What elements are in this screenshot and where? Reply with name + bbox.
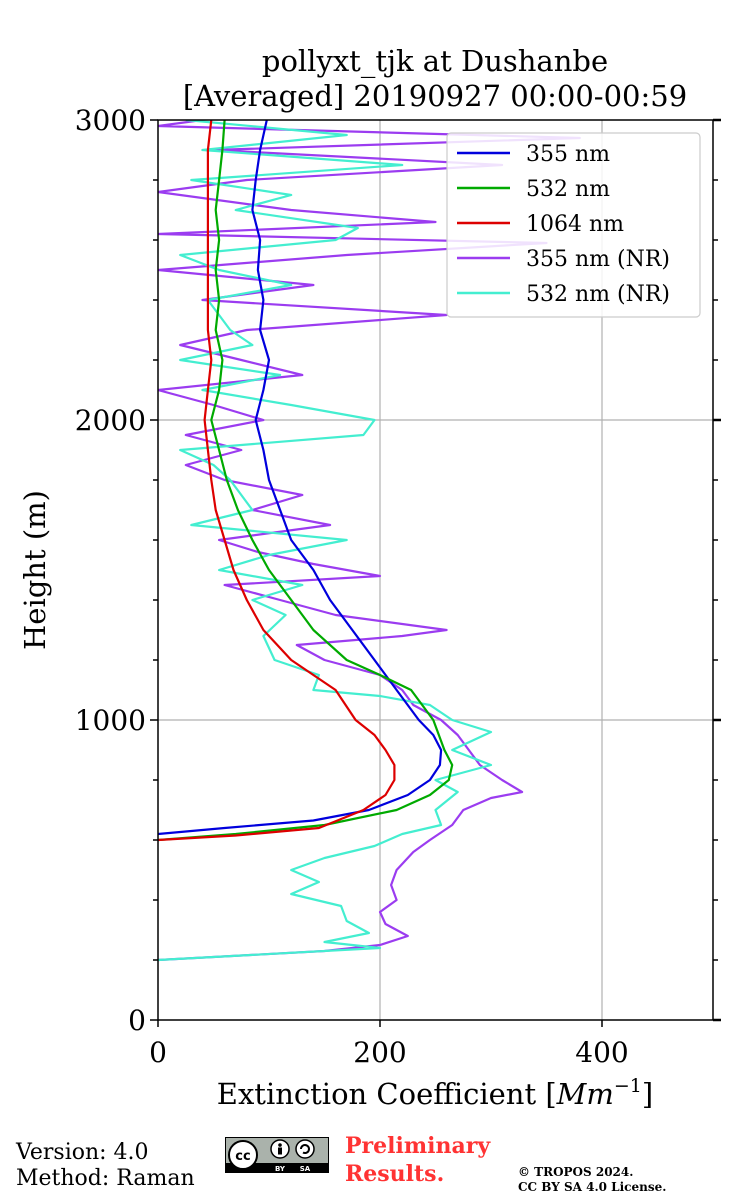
- legend-label-1064-nm: 1064 nm: [526, 212, 624, 237]
- y-tick-label-3000: 3000: [75, 104, 146, 137]
- legend-label-355-nm: 355 nm: [526, 142, 610, 167]
- axis-ticks: [150, 118, 721, 1027]
- legend: 355 nm 532 nm 1064 nm 355 nm (NR) 532 nm (NR…: [446, 132, 701, 318]
- copyright-line-2: CC BY SA 4.0 License.: [518, 1180, 667, 1194]
- preliminary-notice: Preliminary Results.: [345, 1132, 490, 1188]
- series-line-532-nm-nr-: [158, 120, 493, 962]
- svg-text:cc: cc: [235, 1149, 250, 1164]
- version-text: Version: 4.0: [16, 1140, 149, 1165]
- tick-labels: 0 200 400 0 1000 2000 3000: [75, 104, 629, 1069]
- x-tick-label-400: 400: [575, 1036, 628, 1069]
- y-axis-label: Height (m): [18, 490, 52, 650]
- y-tick-label-0: 0: [128, 1004, 146, 1037]
- series-line-1064-nm: [158, 120, 396, 842]
- footer-version-method: Version: 4.0 Method: Raman: [16, 1140, 195, 1192]
- cc-license-badge-icon: cc BY SA: [225, 1137, 329, 1173]
- copyright-line-1: © TROPOS 2024.: [518, 1165, 634, 1179]
- plot-frame: [157, 119, 714, 1021]
- x-tick-label-0: 0: [149, 1036, 167, 1069]
- y-tick-label-1000: 1000: [75, 704, 146, 737]
- x-tick-label-200: 200: [353, 1036, 406, 1069]
- series-line-355-nm: [158, 120, 443, 836]
- y-tick-label-2000: 2000: [75, 404, 146, 437]
- legend-label-355-nm-nr-: 355 nm (NR): [526, 247, 670, 272]
- series-line-532-nm: [158, 120, 454, 842]
- x-axis-label: Extinction Coefficient [Mm−1]: [217, 1075, 653, 1111]
- series-lines: [158, 120, 581, 962]
- copyright-notice: © TROPOS 2024. CC BY SA 4.0 License.: [518, 1165, 666, 1195]
- preliminary-line-1: Preliminary: [345, 1133, 491, 1159]
- legend-label-532-nm-nr-: 532 nm (NR): [526, 282, 670, 307]
- method-text: Method: Raman: [16, 1166, 195, 1191]
- legend-label-532-nm: 532 nm: [526, 177, 610, 202]
- legend-box: [446, 132, 701, 318]
- svg-text:SA: SA: [300, 1165, 311, 1173]
- svg-text:BY: BY: [275, 1165, 286, 1173]
- chart-title-line-1: pollyxt_tjk at Dushanbe: [262, 44, 608, 79]
- preliminary-line-2: Results.: [345, 1161, 445, 1187]
- chart-title-line-2: [Averaged] 20190927 00:00-00:59: [183, 79, 687, 113]
